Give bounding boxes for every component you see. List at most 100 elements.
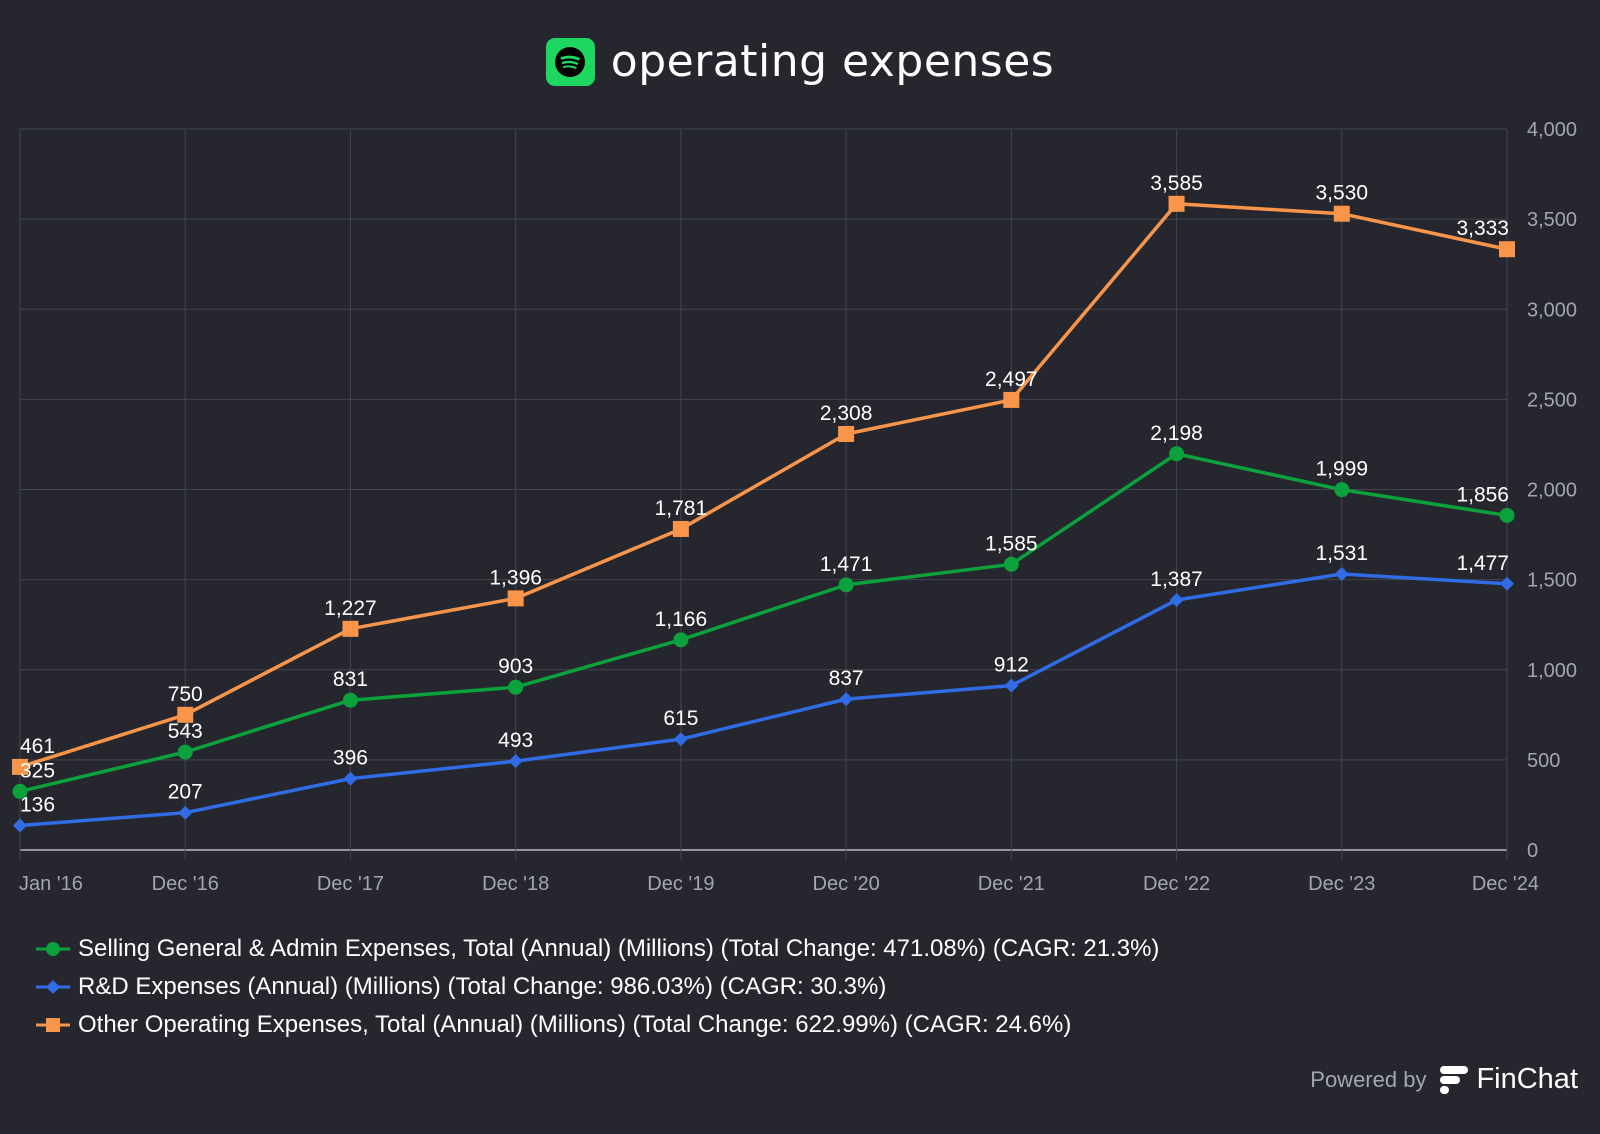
y-tick-label: 3,500 — [1527, 209, 1577, 231]
data-point — [1003, 391, 1020, 408]
data-point — [1168, 195, 1185, 212]
legend-item-rnd[interactable]: R&D Expenses (Annual) (Millions) (Total … — [36, 968, 1159, 1006]
data-label: 750 — [168, 683, 203, 706]
y-axis-labels: 0 500 1,000 1,500 2,000 2,500 3,000 3,500 4,000 — [1527, 119, 1577, 862]
legend-marker-diamond-icon — [36, 980, 70, 994]
legend-label: Selling General & Admin Expenses, Total … — [78, 935, 1160, 962]
chart-header: operating expenses — [0, 36, 1600, 87]
data-label: 493 — [498, 729, 533, 752]
data-point — [1333, 205, 1350, 222]
powered-by[interactable]: Powered by FinChat — [1310, 1063, 1578, 1096]
data-point — [838, 425, 855, 442]
data-point — [507, 590, 524, 607]
chart-title: operating expenses — [610, 36, 1055, 87]
data-point — [178, 805, 193, 820]
data-point — [1499, 241, 1515, 258]
data-point — [838, 577, 854, 593]
data-point — [1334, 567, 1349, 582]
x-tick-label: Dec '20 — [813, 873, 880, 895]
data-point — [1003, 556, 1019, 572]
data-point — [12, 758, 28, 775]
data-labels: 325 543 831 903 1,166 1,471 1,585 2,198 1,999 1,8… — [20, 172, 1509, 817]
legend-marker-square-icon — [36, 1018, 70, 1032]
data-label: 543 — [168, 720, 203, 743]
data-label: 2,497 — [985, 368, 1038, 391]
finchat-brand: FinChat — [1476, 1063, 1578, 1095]
data-label: 912 — [994, 654, 1029, 677]
data-label: 3,530 — [1315, 182, 1368, 205]
legend-marker-circle-icon — [36, 942, 70, 956]
data-label: 837 — [829, 667, 864, 690]
x-tick-label: Dec '19 — [647, 873, 714, 895]
data-point — [342, 692, 358, 708]
chart-legend: Selling General & Admin Expenses, Total … — [36, 930, 1159, 1044]
legend-item-sga[interactable]: Selling General & Admin Expenses, Total … — [36, 930, 1159, 968]
data-label: 831 — [333, 668, 368, 691]
y-tick-label: 500 — [1527, 750, 1560, 772]
data-label: 1,531 — [1315, 542, 1368, 565]
x-tick-label: Dec '24 — [1472, 873, 1539, 895]
data-label: 2,308 — [820, 402, 873, 425]
data-point — [177, 744, 193, 760]
data-label: 1,856 — [1456, 483, 1509, 506]
powered-by-text: Powered by — [1310, 1066, 1427, 1092]
data-point — [13, 818, 27, 833]
x-tick-label: Dec '23 — [1308, 873, 1375, 895]
data-label: 396 — [333, 747, 368, 770]
x-tick-label: Dec '16 — [152, 873, 219, 895]
data-label: 1,471 — [820, 553, 873, 576]
data-label: 1,396 — [489, 566, 542, 589]
data-point — [342, 620, 359, 637]
data-label: 1,227 — [324, 597, 377, 620]
y-tick-label: 1,500 — [1527, 570, 1577, 592]
data-point — [508, 754, 523, 769]
legend-label: Other Operating Expenses, Total (Annual)… — [78, 1011, 1072, 1038]
x-axis-labels: Jan '16 Dec '16 Dec '17 Dec '18 Dec '19 Dec '… — [19, 873, 1539, 895]
data-point — [1334, 482, 1350, 498]
data-label: 325 — [20, 759, 55, 782]
data-point — [672, 520, 689, 537]
legend-label: R&D Expenses (Annual) (Millions) (Total … — [78, 973, 887, 1000]
data-point — [1169, 446, 1185, 462]
series-line — [19, 202, 1508, 769]
data-point — [1004, 678, 1019, 693]
y-tick-label: 3,000 — [1527, 299, 1577, 321]
data-label: 903 — [498, 655, 533, 678]
data-label: 1,387 — [1150, 568, 1203, 591]
finchat-logo-icon — [1440, 1065, 1469, 1094]
x-tick-label: Jan '16 — [19, 873, 83, 895]
data-point — [177, 706, 194, 723]
data-point — [1169, 592, 1184, 607]
data-label: 136 — [20, 793, 55, 816]
data-label: 461 — [20, 735, 55, 758]
data-label: 1,477 — [1456, 552, 1509, 575]
chart-grid — [19, 128, 1508, 860]
data-label: 3,585 — [1150, 172, 1203, 195]
series-line — [19, 452, 1508, 794]
data-label: 1,585 — [985, 532, 1038, 555]
spotify-logo-icon — [545, 37, 595, 86]
legend-item-other[interactable]: Other Operating Expenses, Total (Annual)… — [36, 1006, 1159, 1044]
y-tick-label: 2,500 — [1527, 389, 1577, 411]
data-point — [673, 732, 688, 747]
data-label: 1,999 — [1315, 458, 1368, 481]
data-label: 615 — [663, 707, 698, 730]
data-point — [1499, 507, 1515, 523]
data-point — [1500, 576, 1514, 591]
data-point — [508, 679, 524, 695]
data-point — [839, 692, 854, 707]
x-tick-label: Dec '21 — [978, 873, 1045, 895]
data-point — [673, 632, 689, 648]
data-label: 1,781 — [655, 497, 708, 520]
data-label: 2,198 — [1150, 422, 1203, 445]
chart-series — [12, 195, 1515, 833]
y-tick-label: 2,000 — [1527, 480, 1577, 502]
y-tick-label: 4,000 — [1527, 119, 1577, 141]
series-line — [19, 572, 1508, 828]
data-label: 207 — [168, 781, 203, 804]
x-tick-label: Dec '22 — [1143, 873, 1210, 895]
data-point — [12, 783, 28, 799]
data-point — [343, 771, 358, 786]
x-tick-label: Dec '18 — [482, 873, 549, 895]
